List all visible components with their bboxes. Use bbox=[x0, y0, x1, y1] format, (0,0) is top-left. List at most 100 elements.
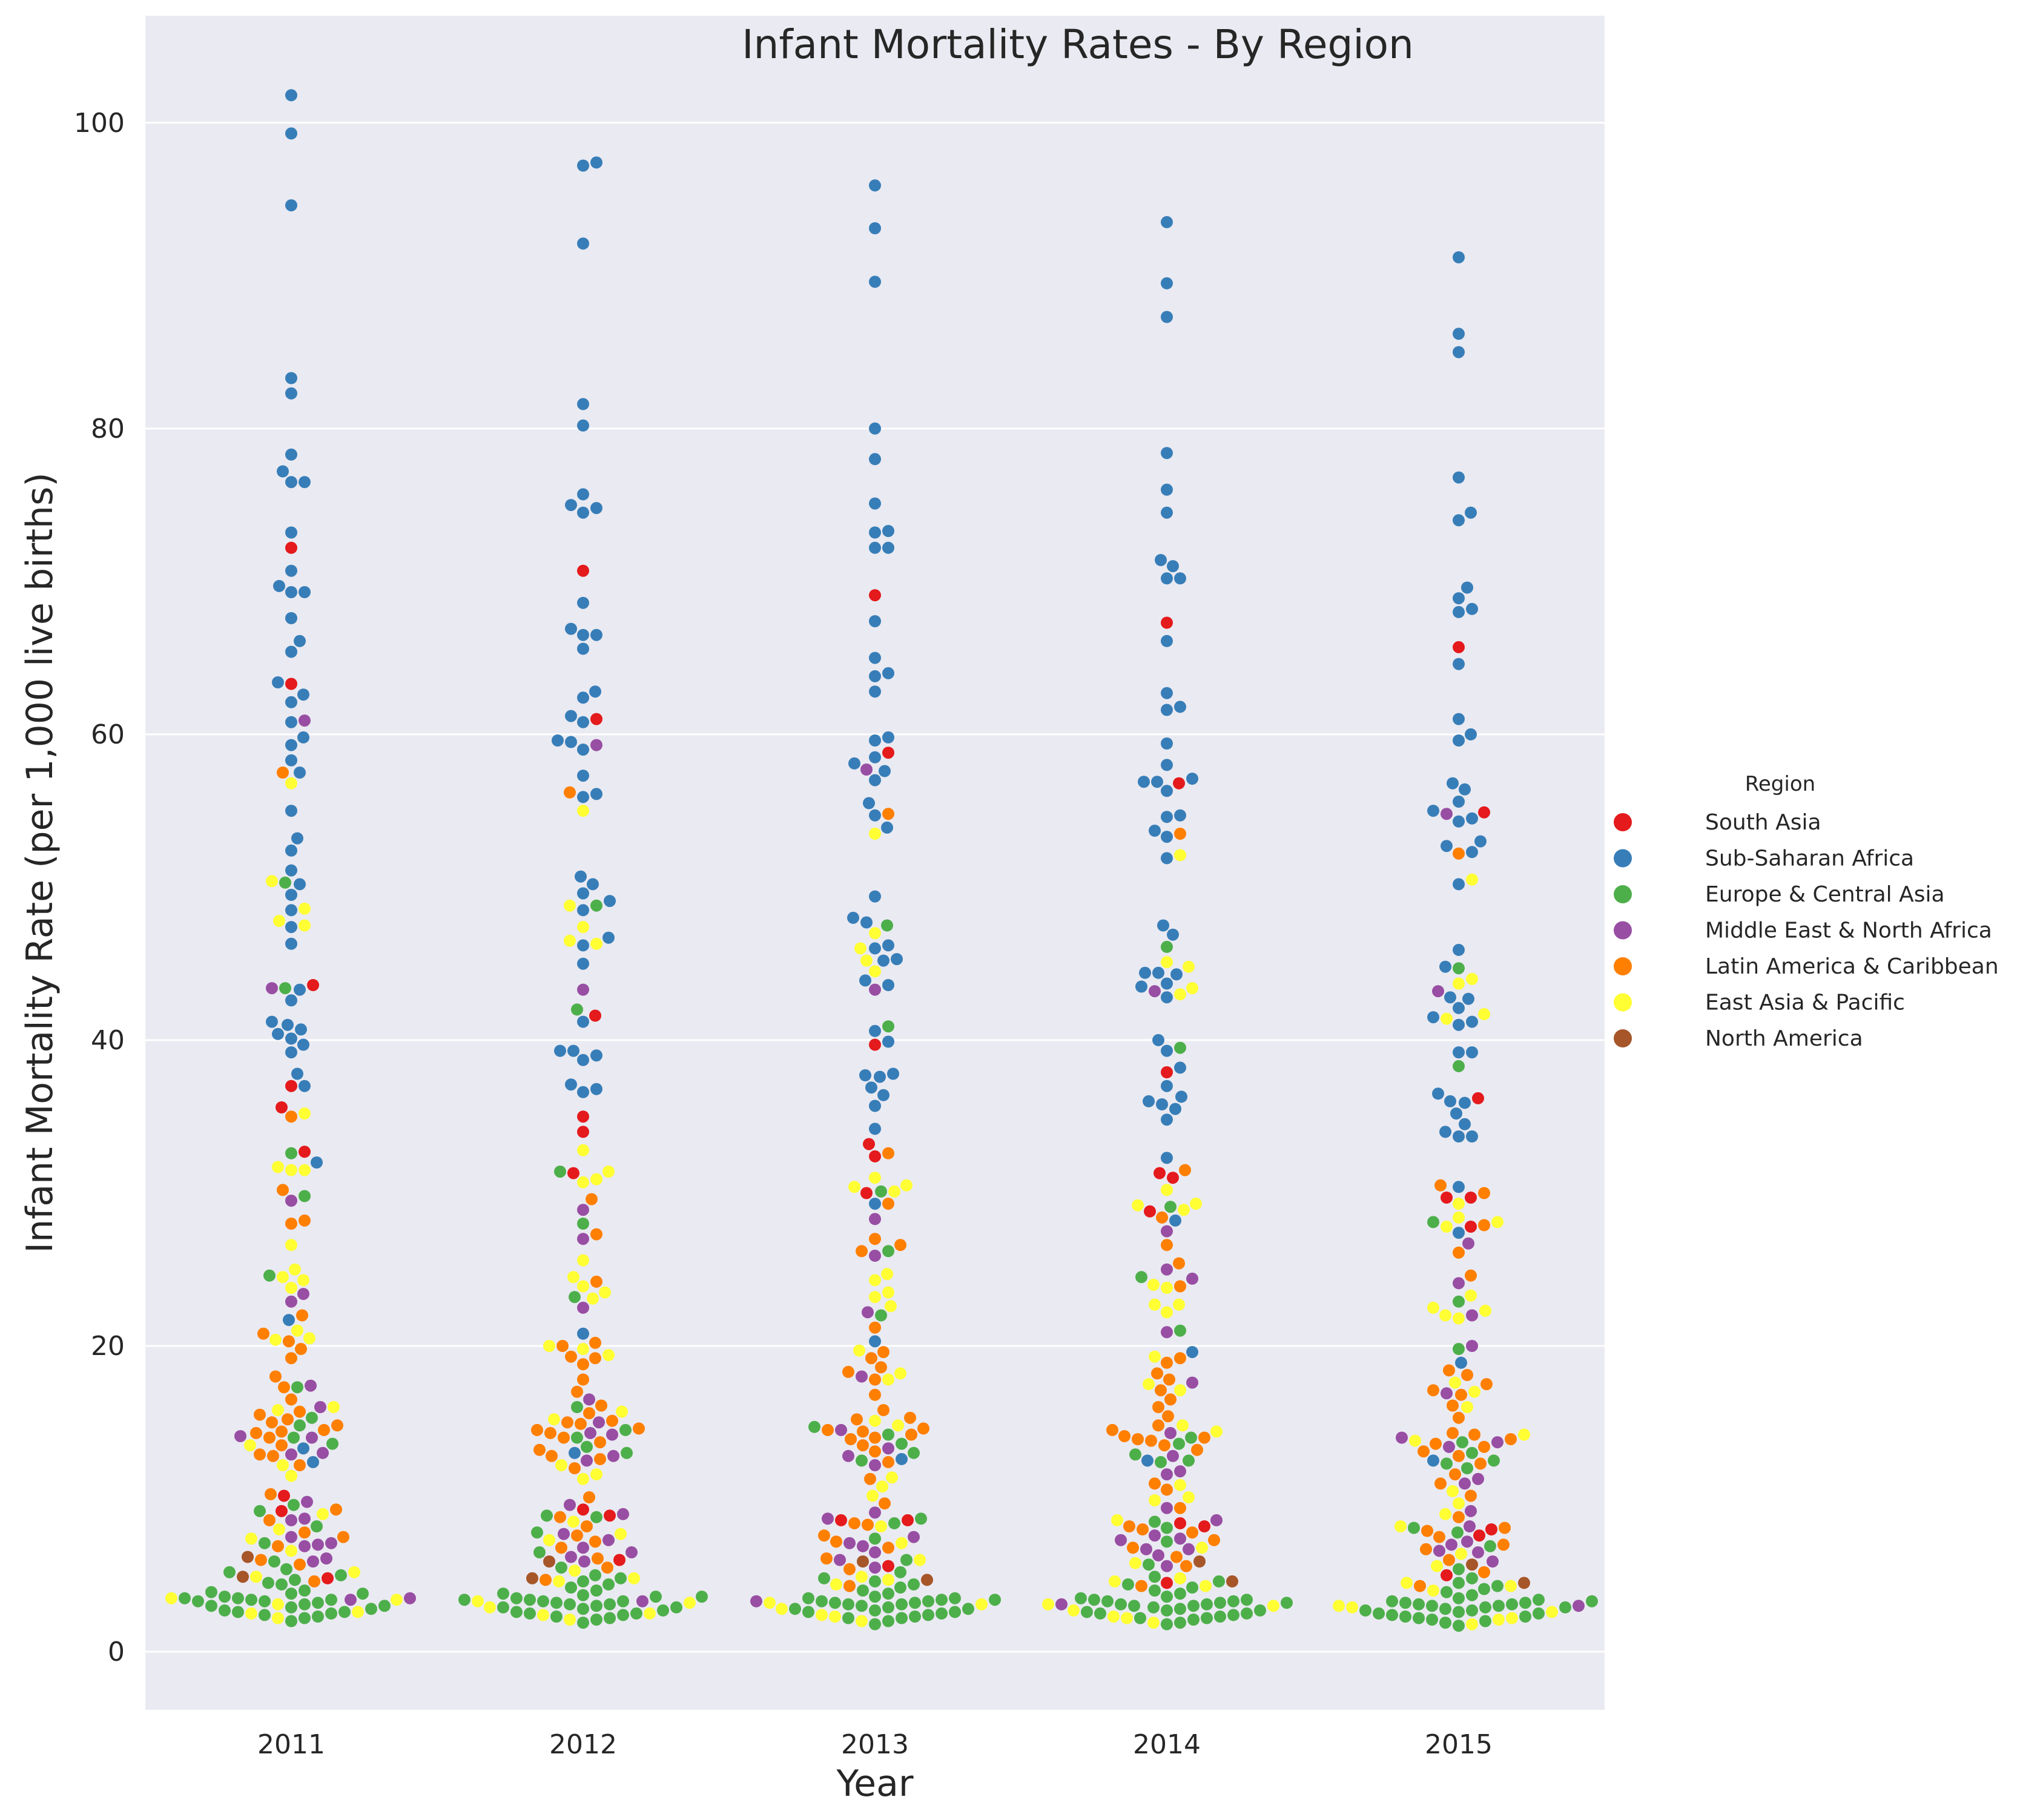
data-point bbox=[1241, 1594, 1253, 1606]
data-point bbox=[1267, 1600, 1279, 1612]
data-point bbox=[299, 1164, 311, 1176]
data-point bbox=[285, 754, 297, 767]
x-tick-label: 2012 bbox=[549, 1729, 617, 1760]
data-point bbox=[650, 1591, 662, 1603]
data-point bbox=[285, 199, 297, 212]
data-point bbox=[577, 1617, 589, 1629]
data-point bbox=[1447, 777, 1459, 790]
data-point bbox=[265, 1488, 277, 1500]
data-point bbox=[1121, 1612, 1133, 1624]
data-point bbox=[619, 1423, 632, 1436]
data-point bbox=[1241, 1607, 1253, 1620]
data-point bbox=[1484, 1540, 1496, 1552]
data-point bbox=[179, 1592, 191, 1604]
data-point bbox=[303, 1332, 315, 1345]
data-point bbox=[277, 465, 289, 478]
data-point bbox=[526, 1572, 538, 1584]
data-point bbox=[1161, 447, 1173, 460]
data-point bbox=[909, 1597, 921, 1609]
data-point bbox=[1586, 1595, 1598, 1607]
data-point bbox=[1161, 277, 1173, 289]
data-point bbox=[1447, 1485, 1459, 1497]
data-point bbox=[299, 1080, 311, 1092]
data-point bbox=[577, 791, 589, 803]
data-point bbox=[604, 1598, 616, 1611]
data-point bbox=[299, 1512, 311, 1525]
data-point bbox=[1174, 1588, 1186, 1600]
data-point bbox=[604, 1612, 616, 1624]
data-point bbox=[1453, 1246, 1465, 1259]
data-point bbox=[882, 939, 894, 952]
data-point bbox=[577, 1015, 589, 1028]
data-point bbox=[564, 1614, 576, 1626]
legend-label: North America bbox=[1705, 1026, 1863, 1051]
data-point bbox=[1161, 1483, 1173, 1496]
data-point bbox=[1155, 1384, 1167, 1397]
data-point bbox=[1161, 1225, 1173, 1238]
data-point bbox=[577, 805, 589, 817]
data-point bbox=[1453, 1343, 1465, 1355]
data-point bbox=[1109, 1575, 1121, 1588]
legend-marker bbox=[1614, 921, 1632, 940]
data-point bbox=[1421, 1525, 1433, 1537]
data-point bbox=[285, 1147, 297, 1159]
y-tick-label: 40 bbox=[91, 1025, 125, 1056]
legend-marker bbox=[1614, 885, 1632, 903]
legend-marker bbox=[1614, 993, 1632, 1012]
legend-marker bbox=[1614, 957, 1632, 975]
data-point bbox=[537, 1609, 549, 1621]
data-point bbox=[567, 1515, 579, 1528]
data-point bbox=[285, 904, 297, 917]
data-point bbox=[1088, 1594, 1100, 1606]
data-point bbox=[584, 1426, 596, 1439]
data-point bbox=[1170, 1551, 1183, 1563]
data-point bbox=[564, 1598, 576, 1611]
data-point bbox=[577, 921, 589, 934]
data-point bbox=[1161, 1535, 1173, 1548]
data-point bbox=[1445, 1538, 1457, 1551]
data-point bbox=[291, 1381, 303, 1394]
data-point bbox=[1161, 811, 1173, 823]
data-point bbox=[1466, 1340, 1478, 1352]
data-point bbox=[577, 488, 589, 501]
data-point bbox=[869, 1546, 881, 1558]
data-point bbox=[307, 1456, 319, 1468]
data-point bbox=[1399, 1611, 1411, 1623]
data-point bbox=[276, 1505, 288, 1517]
data-point bbox=[875, 1185, 887, 1198]
data-point bbox=[1472, 1546, 1484, 1558]
data-point bbox=[291, 1067, 303, 1080]
data-point bbox=[869, 1198, 881, 1210]
data-point bbox=[291, 1324, 303, 1337]
data-point bbox=[337, 1531, 349, 1543]
data-point bbox=[1081, 1606, 1093, 1618]
data-point bbox=[567, 1044, 579, 1057]
data-point bbox=[869, 751, 881, 763]
data-point bbox=[577, 1541, 589, 1554]
data-point bbox=[1186, 1376, 1198, 1389]
data-point bbox=[1138, 776, 1150, 788]
data-point bbox=[1453, 346, 1465, 358]
data-point bbox=[1447, 1426, 1459, 1439]
data-point bbox=[869, 275, 881, 288]
data-point bbox=[1443, 1554, 1455, 1566]
data-point bbox=[577, 419, 589, 432]
data-point bbox=[497, 1588, 509, 1600]
data-point bbox=[552, 734, 564, 747]
data-point bbox=[1161, 1560, 1173, 1572]
data-point bbox=[285, 612, 297, 624]
data-point bbox=[874, 1070, 886, 1083]
data-point bbox=[1208, 1534, 1220, 1546]
data-point bbox=[285, 1195, 297, 1207]
data-point bbox=[285, 1448, 297, 1461]
data-point bbox=[625, 1546, 638, 1558]
data-point bbox=[285, 1046, 297, 1059]
data-point bbox=[285, 476, 297, 489]
data-point bbox=[1491, 1580, 1503, 1592]
data-point bbox=[1174, 1603, 1186, 1615]
data-point bbox=[1173, 1257, 1185, 1270]
data-point bbox=[896, 1537, 908, 1549]
data-point bbox=[1462, 992, 1474, 1005]
y-tick-label: 20 bbox=[91, 1331, 125, 1362]
